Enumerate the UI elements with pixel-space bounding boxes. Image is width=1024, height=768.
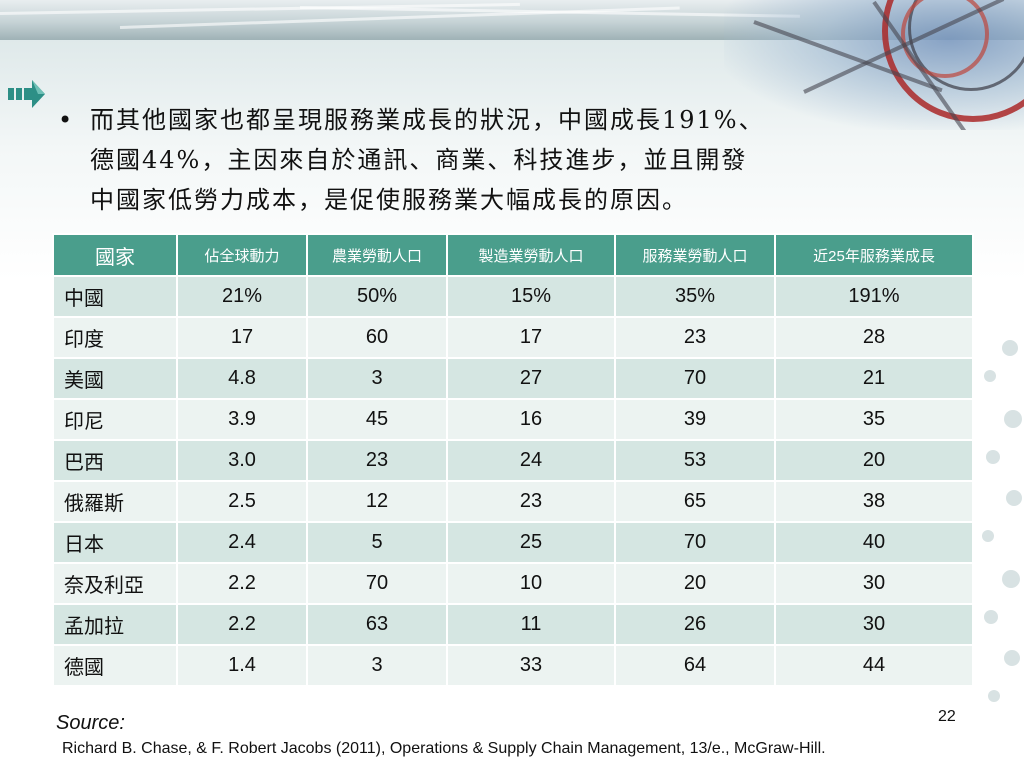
page-number: 22 <box>938 708 956 725</box>
header-country: 國家 <box>52 233 178 277</box>
value-cell: 2.5 <box>176 480 308 523</box>
labor-statistics-table: 國家 佔全球動力 農業勞動人口 製造業勞動人口 服務業勞動人口 近25年服務業成… <box>52 233 974 687</box>
header-manufacturing: 製造業勞動人口 <box>446 233 616 277</box>
value-cell: 28 <box>774 316 974 359</box>
value-cell: 60 <box>306 316 448 359</box>
header-agriculture: 農業勞動人口 <box>306 233 448 277</box>
country-cell: 孟加拉 <box>52 603 178 646</box>
value-cell: 3.0 <box>176 439 308 482</box>
value-cell: 23 <box>614 316 776 359</box>
table-row: 印尼 3.9 45 16 39 35 <box>52 398 974 441</box>
value-cell: 50% <box>306 275 448 318</box>
value-cell: 5 <box>306 521 448 564</box>
table-row: 印度 17 60 17 23 28 <box>52 316 974 359</box>
country-cell: 中國 <box>52 275 178 318</box>
value-cell: 2.2 <box>176 562 308 605</box>
value-cell: 64 <box>614 644 776 687</box>
value-cell: 24 <box>446 439 616 482</box>
value-cell: 27 <box>446 357 616 400</box>
country-cell: 俄羅斯 <box>52 480 178 523</box>
source-citation: Richard B. Chase, & F. Robert Jacobs (20… <box>62 740 826 757</box>
country-cell: 印尼 <box>52 398 178 441</box>
bullet-line-3: 中國家低勞力成本，是促使服務業大幅成長的原因。 <box>90 186 688 214</box>
value-cell: 12 <box>306 480 448 523</box>
bullet-point: • 而其他國家也都呈現服務業成長的狀況，中國成長191%、 德國44%，主因來自… <box>58 100 958 220</box>
value-cell: 20 <box>774 439 974 482</box>
value-cell: 2.4 <box>176 521 308 564</box>
value-cell: 17 <box>446 316 616 359</box>
table-row: 奈及利亞 2.2 70 10 20 30 <box>52 562 974 605</box>
value-cell: 45 <box>306 398 448 441</box>
header-service-growth: 近25年服務業成長 <box>774 233 974 277</box>
value-cell: 21% <box>176 275 308 318</box>
value-cell: 2.2 <box>176 603 308 646</box>
value-cell: 23 <box>306 439 448 482</box>
banner-decoration <box>724 0 1024 130</box>
country-cell: 印度 <box>52 316 178 359</box>
value-cell: 39 <box>614 398 776 441</box>
value-cell: 1.4 <box>176 644 308 687</box>
table-row: 俄羅斯 2.5 12 23 65 38 <box>52 480 974 523</box>
country-cell: 奈及利亞 <box>52 562 178 605</box>
value-cell: 53 <box>614 439 776 482</box>
value-cell: 44 <box>774 644 974 687</box>
table-row: 巴西 3.0 23 24 53 20 <box>52 439 974 482</box>
value-cell: 65 <box>614 480 776 523</box>
value-cell: 191% <box>774 275 974 318</box>
bullet-line-1: 而其他國家也都呈現服務業成長的狀況，中國成長191%、 <box>90 106 765 134</box>
decorative-dots <box>964 300 1024 740</box>
value-cell: 30 <box>774 562 974 605</box>
bullet-symbol: • <box>58 106 75 134</box>
header-services: 服務業勞動人口 <box>614 233 776 277</box>
source-label: Source: <box>56 712 125 734</box>
value-cell: 3 <box>306 644 448 687</box>
value-cell: 21 <box>774 357 974 400</box>
arrow-right-icon <box>8 80 45 108</box>
table-row: 德國 1.4 3 33 64 44 <box>52 644 974 687</box>
value-cell: 3.9 <box>176 398 308 441</box>
country-cell: 德國 <box>52 644 178 687</box>
bullet-line-2: 德國44%，主因來自於通訊、商業、科技進步，並且開發 <box>90 146 748 174</box>
value-cell: 33 <box>446 644 616 687</box>
value-cell: 70 <box>306 562 448 605</box>
value-cell: 23 <box>446 480 616 523</box>
value-cell: 40 <box>774 521 974 564</box>
table-row: 美國 4.8 3 27 70 21 <box>52 357 974 400</box>
value-cell: 10 <box>446 562 616 605</box>
table-row: 中國 21% 50% 15% 35% 191% <box>52 275 974 318</box>
value-cell: 17 <box>176 316 308 359</box>
table-row: 日本 2.4 5 25 70 40 <box>52 521 974 564</box>
value-cell: 25 <box>446 521 616 564</box>
country-cell: 巴西 <box>52 439 178 482</box>
value-cell: 15% <box>446 275 616 318</box>
value-cell: 4.8 <box>176 357 308 400</box>
header-global-labor-share: 佔全球動力 <box>176 233 308 277</box>
value-cell: 20 <box>614 562 776 605</box>
value-cell: 3 <box>306 357 448 400</box>
value-cell: 63 <box>306 603 448 646</box>
country-cell: 日本 <box>52 521 178 564</box>
value-cell: 70 <box>614 357 776 400</box>
table-header-row: 國家 佔全球動力 農業勞動人口 製造業勞動人口 服務業勞動人口 近25年服務業成… <box>52 233 974 277</box>
value-cell: 70 <box>614 521 776 564</box>
value-cell: 16 <box>446 398 616 441</box>
value-cell: 38 <box>774 480 974 523</box>
value-cell: 11 <box>446 603 616 646</box>
value-cell: 26 <box>614 603 776 646</box>
table-row: 孟加拉 2.2 63 11 26 30 <box>52 603 974 646</box>
value-cell: 35 <box>774 398 974 441</box>
country-cell: 美國 <box>52 357 178 400</box>
value-cell: 30 <box>774 603 974 646</box>
value-cell: 35% <box>614 275 776 318</box>
